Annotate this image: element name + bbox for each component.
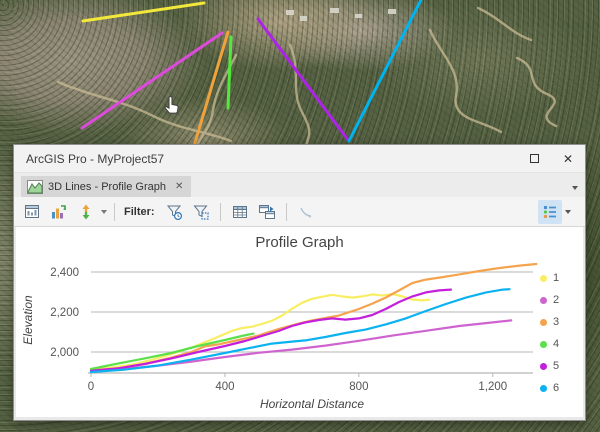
map-line-2[interactable] — [80, 31, 224, 130]
y-tick-label: 2,000 — [50, 347, 79, 359]
toolbar-separator — [114, 202, 115, 221]
export-data-button[interactable] — [255, 200, 279, 224]
series-line-4 — [89, 332, 255, 371]
chart-type-button[interactable] — [47, 200, 71, 224]
close-icon: ✕ — [562, 151, 574, 166]
y-tick-label: 2,400 — [50, 267, 79, 279]
sort-axis-icon — [82, 204, 90, 219]
legend-dot — [540, 318, 547, 326]
profile-plot: 2,000 2,200 2,400 0 400 800 1,200 — [50, 262, 538, 393]
rotate-chart-button[interactable] — [294, 200, 318, 224]
profile-graph-panel: Profile Graph Elevation 2,000 2,200 2,400 0… — [16, 227, 583, 417]
filter-by-extent-button[interactable] — [162, 200, 186, 224]
chart-legend: 1 2 3 4 5 6 — [540, 267, 559, 399]
window-titlebar[interactable]: ArcGIS Pro - MyProject57 ✕ — [14, 145, 585, 173]
filter-label: Filter: — [124, 205, 155, 218]
map-line-4[interactable] — [226, 35, 233, 110]
area-chart-icon — [27, 179, 43, 194]
filter-by-selection-icon — [193, 205, 209, 220]
map-line-3[interactable] — [192, 30, 230, 148]
legend-label: 3 — [553, 316, 560, 328]
filter-by-selection-button[interactable] — [189, 200, 213, 224]
chart-type-icon — [52, 204, 66, 218]
legend-dot — [540, 340, 547, 348]
legend-item-1[interactable]: 1 — [540, 267, 559, 289]
legend-item-6[interactable]: 6 — [540, 377, 559, 399]
legend-label: 6 — [553, 382, 560, 394]
chart-toolbar: Filter: — [14, 197, 585, 227]
legend-item-5[interactable]: 5 — [540, 355, 559, 377]
tab-profile-graph[interactable]: 3D Lines - Profile Graph ✕ — [21, 176, 192, 197]
rotate-chart-icon — [299, 207, 311, 218]
legend-toggle-button[interactable] — [538, 200, 562, 224]
map-trails — [56, 6, 558, 148]
series-line-3 — [89, 262, 538, 372]
chart-properties-icon — [25, 204, 39, 218]
window-title: ArcGIS Pro - MyProject57 — [26, 151, 165, 166]
map-line-5[interactable] — [256, 17, 350, 142]
chart-properties-button[interactable] — [20, 200, 44, 224]
x-tick-label: 800 — [349, 381, 368, 393]
legend-dot — [540, 384, 547, 392]
show-data-table-button[interactable] — [228, 200, 252, 224]
series-line-5 — [89, 288, 453, 372]
x-tick-label: 1,200 — [478, 381, 507, 393]
legend-label: 4 — [553, 338, 560, 350]
legend-item-4[interactable]: 4 — [540, 333, 559, 355]
series-line-2 — [89, 319, 513, 373]
tab-close-icon[interactable]: ✕ — [175, 181, 184, 192]
legend-item-3[interactable]: 3 — [540, 311, 559, 333]
legend-dot — [540, 362, 547, 370]
legend-item-2[interactable]: 2 — [540, 289, 559, 311]
sort-axis-button[interactable] — [74, 200, 98, 224]
legend-toggle-caret-icon[interactable] — [565, 210, 571, 214]
arcgis-pro-window: ArcGIS Pro - MyProject57 ✕ 3D Lines - Pr… — [13, 144, 586, 421]
filter-by-extent-icon — [166, 205, 182, 220]
map-line-6[interactable] — [347, 0, 423, 143]
maximize-icon — [529, 154, 539, 163]
x-tick-label: 0 — [88, 381, 94, 393]
close-button[interactable]: ✕ — [551, 146, 585, 172]
legend-label: 1 — [553, 272, 560, 284]
toolbar-separator — [285, 202, 287, 221]
view-tab-bar: 3D Lines - Profile Graph ✕ — [14, 173, 585, 197]
export-data-icon — [258, 204, 275, 219]
map-buildings — [286, 8, 396, 21]
chart-title: Profile Graph — [255, 234, 344, 251]
y-tick-label: 2,200 — [50, 307, 79, 319]
series-line-6 — [89, 288, 511, 374]
tab-label: 3D Lines - Profile Graph — [48, 180, 166, 193]
map-line-1[interactable] — [81, 1, 206, 23]
show-data-table-icon — [232, 205, 247, 218]
legend-label: 2 — [553, 294, 560, 306]
x-axis-label: Horizontal Distance — [259, 397, 365, 411]
legend-label: 5 — [553, 360, 560, 372]
x-tick-label: 400 — [215, 381, 234, 393]
legend-dot — [540, 296, 547, 304]
toolbar-separator — [219, 202, 221, 221]
sort-axis-caret-icon[interactable] — [101, 209, 107, 214]
series-line-1 — [89, 292, 431, 371]
maximize-button[interactable] — [517, 146, 551, 172]
hand-pointer-cursor — [164, 95, 179, 114]
tab-list-caret-icon[interactable] — [572, 186, 578, 190]
legend-toggle-icon — [543, 206, 556, 219]
legend-dot — [540, 274, 547, 282]
